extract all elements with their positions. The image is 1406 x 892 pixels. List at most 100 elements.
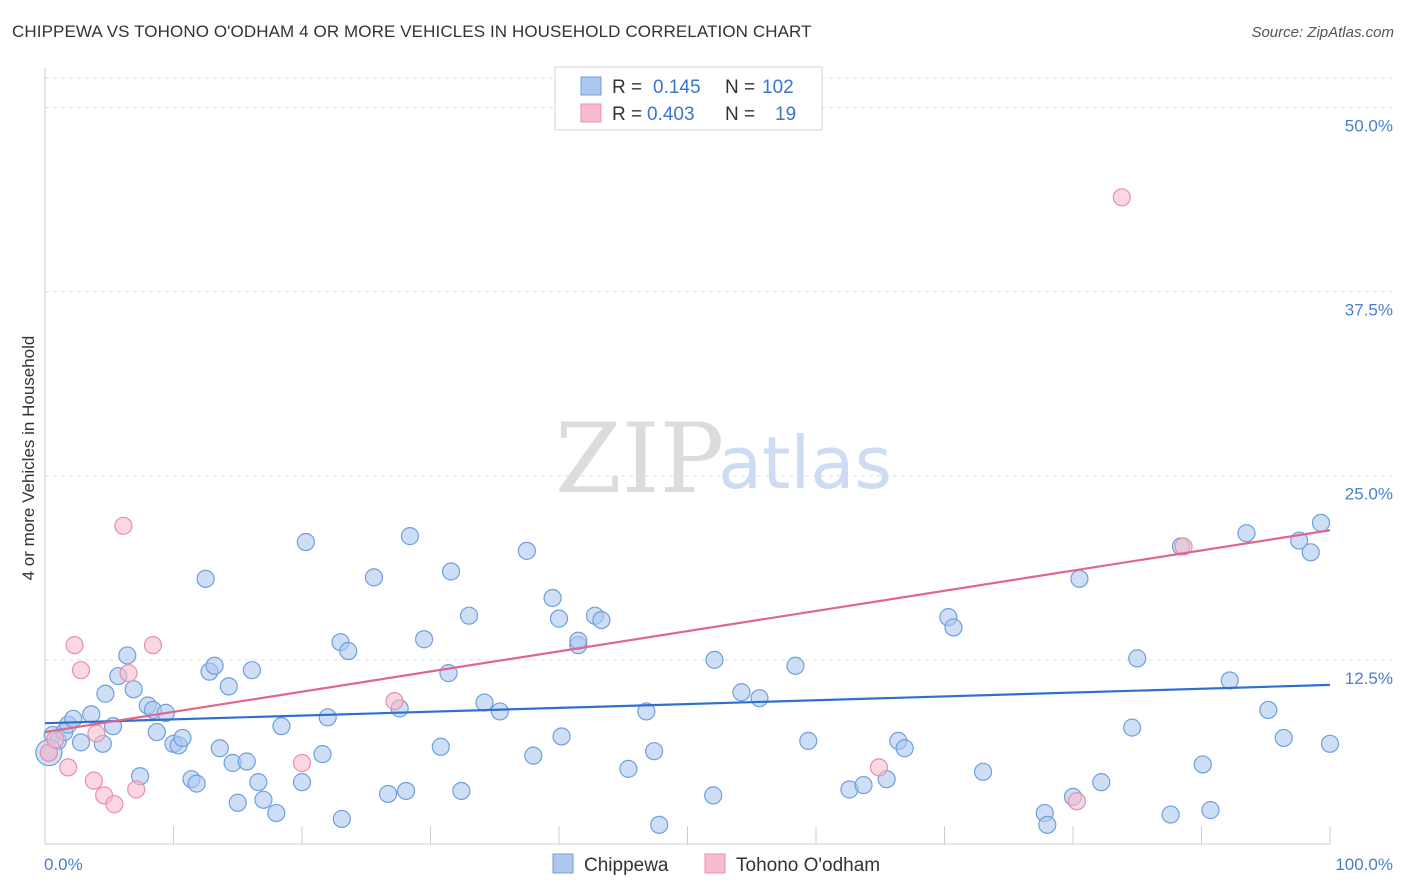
chippewa-point [124,680,143,699]
chippewa-point [619,759,638,778]
chippewa-point [1128,649,1147,668]
tohono-point [87,724,106,743]
chippewa-point [517,541,536,560]
y-tick-label: 12.5% [1345,669,1393,688]
chippewa-point [318,708,337,727]
chippewa-point [799,731,818,750]
x-tick-label: 0.0% [44,855,83,874]
chippewa-point [1237,524,1256,543]
bottom-legend-tohono: Tohono O'odham [736,855,880,876]
legend-swatch-tohono [580,103,602,123]
series-chippewa [35,513,1340,834]
y-tick-label: 37.5% [1345,301,1393,320]
x-tick-label: 100.0% [1335,855,1393,874]
legend-n-value-tohono: 19 [775,104,796,125]
chippewa-point [637,702,656,721]
chippewa-point [196,569,215,588]
chart-title: CHIPPEWA VS TOHONO O'ODHAM 4 OR MORE VEH… [12,22,812,41]
chippewa-point [228,793,247,812]
legend-n-label-2: N = [725,104,755,125]
chippewa-point [187,774,206,793]
chippewa-point [786,656,805,675]
chippewa-point [378,784,398,804]
chippewa-point [459,606,479,625]
chippewa-point [490,702,509,721]
chippewa-point [414,630,434,649]
chippewa-point [704,786,723,805]
chippewa-point [705,650,724,669]
chippewa-point [592,610,611,630]
bottom-legend-chippewa: Chippewa [584,855,669,876]
chippewa-point [854,775,873,795]
chippewa-point [452,781,471,801]
chippewa-point [895,739,914,758]
source-label: Source: ZipAtlas.com [1251,24,1394,41]
chippewa-point [118,646,137,665]
chippewa-point [267,803,286,823]
chippewa-point [332,809,351,829]
tohono-point [105,795,124,814]
watermark-atlas: atlas [718,421,892,505]
legend: R = 0.145 N = 102 R = 0.403 N = 19 [554,66,823,131]
legend-n-label-1: N = [725,77,755,98]
tohono-point [1112,188,1131,207]
bottom-legend-swatch-tohono [704,853,726,874]
watermark-zip: ZIP [555,403,724,515]
tohono-point [59,758,78,777]
chippewa-point [973,762,993,781]
chippewa-point [272,717,291,736]
tohono-point [869,758,889,777]
legend-r-label-2: R = [612,104,642,125]
chippewa-point [543,588,562,608]
chippewa-point [219,677,238,696]
tohono-point [143,636,163,655]
chippewa-point [173,728,192,748]
chippewa-point [1320,734,1340,753]
trendline-chippewa [44,683,1331,725]
chippewa-point [82,705,101,724]
chippewa-point [944,618,963,637]
tohono-point [127,780,146,799]
chippewa-point [475,693,494,712]
chippewa-point [1092,773,1111,792]
chippewa-point [364,568,384,587]
chippewa-point [644,742,664,761]
y-tick-labels: 12.5% 25.0% 37.5% 50.0% [1345,116,1393,687]
chippewa-point [650,815,669,834]
trendline-tohono [44,529,1331,734]
y-tick-label: 25.0% [1345,485,1393,504]
chippewa-point [732,683,751,702]
chippewa-point [313,745,332,764]
chippewa-point [147,722,166,742]
chippewa-point [552,727,571,746]
legend-r-value-tohono: 0.403 [647,104,695,125]
chippewa-point [210,739,229,758]
chippewa-point [1038,815,1057,834]
chippewa-point [1259,700,1278,720]
chippewa-point [1311,513,1331,532]
chippewa-point [1123,718,1142,737]
gridlines [45,77,1392,661]
chippewa-point [1220,671,1239,690]
chippewa-point [549,609,569,628]
tohono-point [119,664,138,683]
y-axis-label: 4 or more Vehicles in Household [19,336,38,581]
tohono-point [114,516,133,535]
tohono-point [292,753,312,773]
chippewa-point [1301,543,1320,562]
bottom-legend: Chippewa Tohono O'odham [552,853,880,876]
chippewa-point [254,790,273,809]
chippewa-point [249,773,268,792]
bottom-legend-swatch-chippewa [552,853,574,874]
watermark: ZIP atlas [555,403,892,515]
legend-r-label-1: R = [612,77,642,98]
chippewa-point [339,641,358,661]
chippewa-point [71,733,91,752]
tohono-point [1067,792,1086,811]
series-tohono [39,188,1193,814]
chippewa-point [237,752,256,771]
legend-r-value-chippewa: 0.145 [653,77,701,98]
chippewa-point [396,781,416,801]
chippewa-point [441,562,461,581]
